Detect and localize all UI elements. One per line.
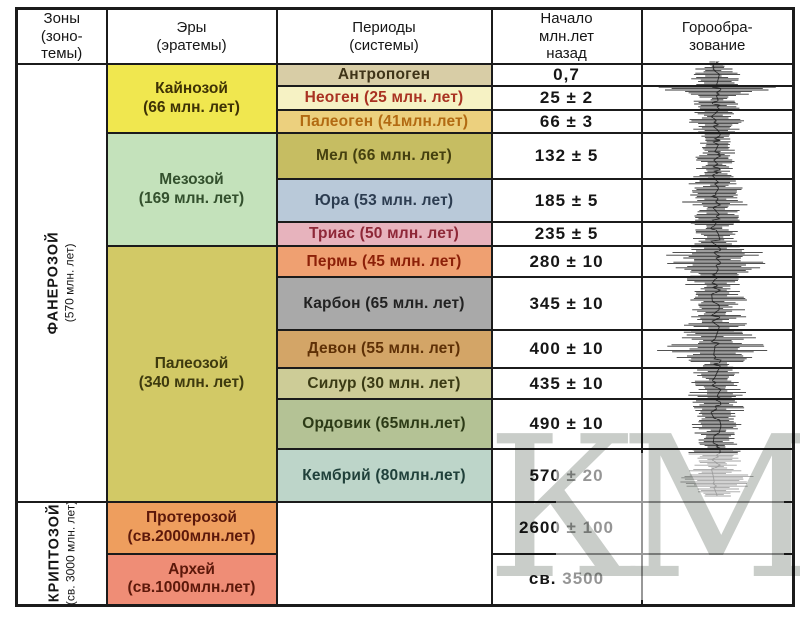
column-header-1: Эры (эратемы): [105, 7, 278, 66]
orogeny-cell: [640, 85, 795, 112]
orogeny-cell: [640, 398, 795, 451]
orogeny-cell: [640, 245, 795, 279]
start-age-cell: 435 ± 10: [490, 367, 643, 401]
column-header-3: Начало млн.лет назад: [490, 7, 643, 66]
start-age-cell: 490 ± 10: [490, 398, 643, 451]
start-age-cell: 280 ± 10: [490, 245, 643, 279]
period-cell: Антропоген: [275, 63, 493, 88]
period-cell: Неоген (25 млн. лет): [275, 85, 493, 112]
table-row: Палеозой (340 млн. лет) Пермь (45 млн. лет…: [17, 245, 795, 504]
start-age-cell: 132 ± 5: [490, 132, 643, 181]
start-age-cell: 185 ± 5: [490, 178, 643, 224]
start-age-cell: 66 ± 3: [490, 109, 643, 135]
period-cell: Карбон (65 млн. лет): [275, 276, 493, 332]
table-row: КРИПТОЗОЙ (св. 3000 млн. лет) Протерозой (с…: [15, 501, 795, 607]
start-age-cell: 25 ± 2: [490, 85, 643, 112]
era-cell: Архей (св.1000млн.лет): [105, 553, 278, 607]
orogeny-cell: [640, 178, 795, 224]
zone-cell: КРИПТОЗОЙ (св. 3000 млн. лет): [15, 501, 108, 607]
orogeny-cell: [640, 448, 795, 504]
zone-cell: ФАНЕРОЗОЙ (570 млн. лет): [15, 63, 108, 504]
period-cell: Мел (66 млн. лет): [275, 132, 493, 181]
table-row: ФАНЕРОЗОЙ (570 млн. лет) Кайнозой (66 млн. …: [15, 63, 795, 504]
orogeny-cell: [640, 553, 795, 607]
start-age-cell: 2600 ± 100: [490, 501, 643, 556]
start-age-cell: 235 ± 5: [490, 221, 643, 248]
geological-timescale-table: Зоны (зоно-темы) Эры (эратемы) Периоды (систе…: [15, 7, 795, 607]
column-header-4: Горообра-зование: [640, 7, 795, 66]
orogeny-cell: [640, 221, 795, 248]
table-row: Мезозой (169 млн. лет) Мел (66 млн. лет) 13…: [17, 132, 795, 248]
column-header-0: Зоны (зоно-темы): [15, 7, 108, 66]
geological-timescale-slide: Зоны (зоно-темы) Эры (эратемы) Периоды (систе…: [15, 7, 800, 607]
period-cell: Кембрий (80млн.лет): [275, 448, 493, 504]
orogeny-cell: [640, 63, 795, 88]
period-cell: Палеоген (41млн.лет): [275, 109, 493, 135]
orogeny-cell: [640, 367, 795, 401]
period-cell: Силур (30 млн. лет): [275, 367, 493, 401]
period-cell: Триас (50 млн. лет): [275, 221, 493, 248]
column-header-2: Периоды (системы): [275, 7, 493, 66]
era-cell: Кайнозой (66 млн. лет): [105, 63, 278, 135]
period-cell: Пермь (45 млн. лет): [275, 245, 493, 279]
start-age-cell: 570 ± 20: [490, 448, 643, 504]
start-age-cell: 0,7: [490, 63, 643, 88]
period-cell: Юра (53 млн. лет): [275, 178, 493, 224]
orogeny-cell: [640, 109, 795, 135]
period-cell: Ордовик (65млн.лет): [275, 398, 493, 451]
orogeny-cell: [640, 276, 795, 332]
period-cell: Девон (55 млн. лет): [275, 329, 493, 370]
start-age-cell: 345 ± 10: [490, 276, 643, 332]
era-cell: Мезозой (169 млн. лет): [105, 132, 278, 248]
period-cell: [275, 501, 493, 607]
orogeny-cell: [640, 501, 795, 556]
orogeny-cell: [640, 329, 795, 370]
start-age-cell: 400 ± 10: [490, 329, 643, 370]
era-cell: Протерозой (св.2000млн.лет): [105, 501, 278, 556]
start-age-cell: св. 3500: [490, 553, 643, 607]
orogeny-cell: [640, 132, 795, 181]
era-cell: Палеозой (340 млн. лет): [105, 245, 278, 504]
